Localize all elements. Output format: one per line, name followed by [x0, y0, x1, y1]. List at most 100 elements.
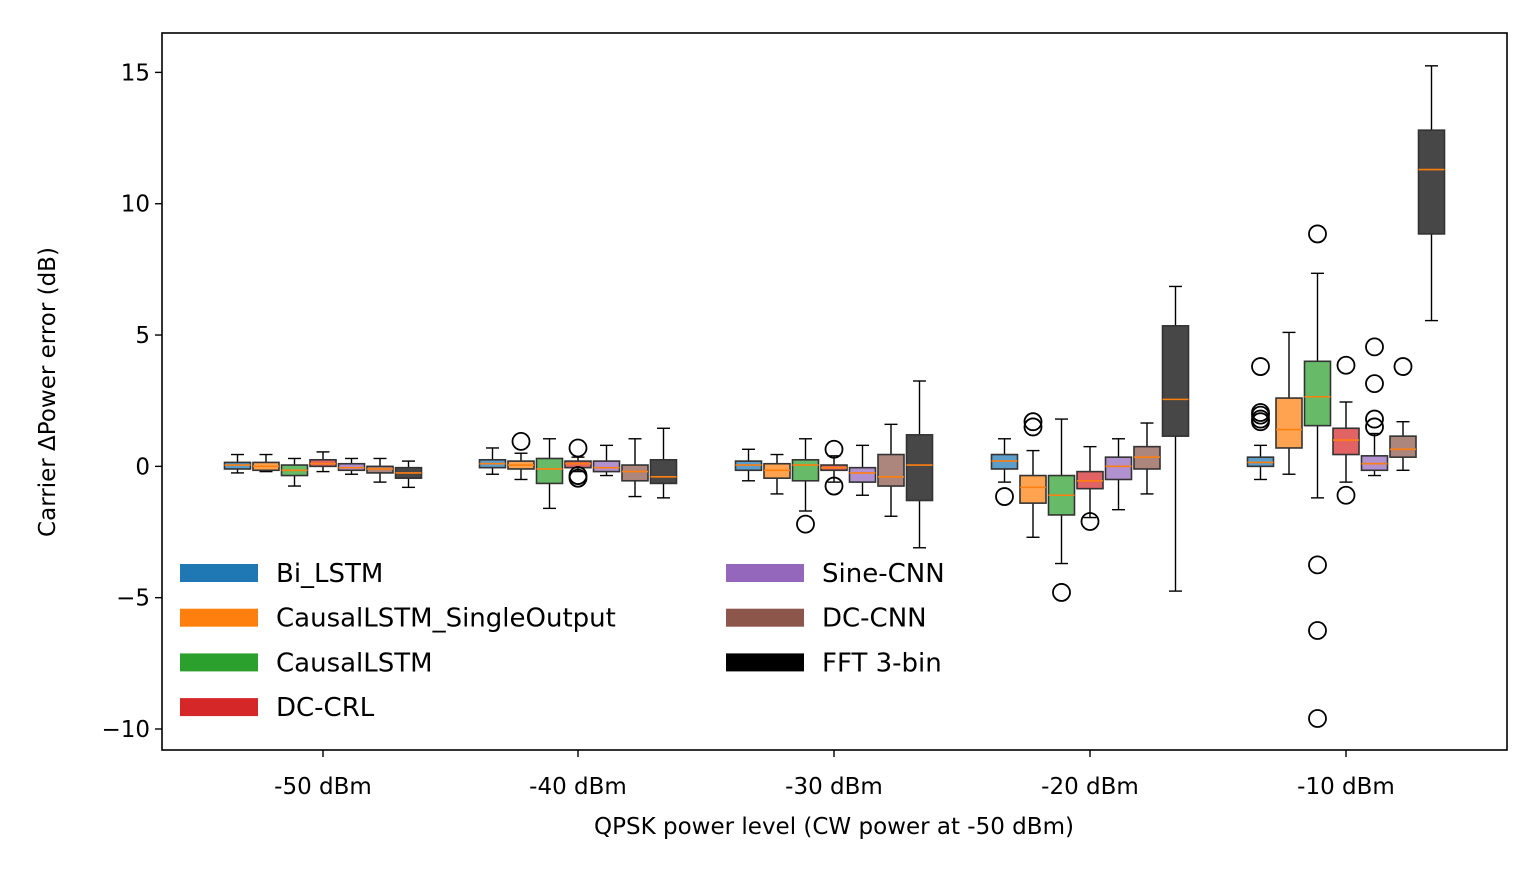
- box-dc-cnn-4: [1389, 357, 1417, 471]
- box-iqr: [535, 457, 564, 485]
- legend-item: Bi_LSTM: [180, 559, 383, 589]
- y-tick-label: 5: [135, 323, 150, 349]
- box-sine-cnn-0: [337, 457, 366, 475]
- box-fft-3-bin-2: [905, 380, 934, 549]
- outlier-point: [824, 476, 844, 496]
- box-iqr: [1275, 397, 1303, 449]
- box-bi-lstm-2: [734, 448, 763, 482]
- box-bi-lstm-1: [478, 447, 507, 475]
- box-dc-crl-2: [820, 439, 848, 496]
- box-causallstm-singleoutput-1: [507, 432, 535, 481]
- legend: Bi_LSTM CausalLSTM_SingleOutput CausalLSTM…: [180, 559, 945, 723]
- outlier-point: [1365, 337, 1384, 357]
- box-dc-crl-1: [564, 438, 592, 488]
- box-fft-3-bin-1: [649, 427, 678, 499]
- box-dc-crl-3: [1076, 445, 1104, 531]
- box-iqr: [621, 464, 649, 482]
- box-iqr: [1161, 325, 1190, 437]
- box-bi-lstm-3: [990, 438, 1019, 506]
- box-iqr: [848, 466, 877, 483]
- legend-label: Sine-CNN: [822, 559, 945, 589]
- outlier-point: [1308, 555, 1327, 575]
- box-causallstm-1: [535, 438, 564, 510]
- outlier-point: [568, 438, 588, 458]
- outlier-point: [1251, 412, 1270, 432]
- y-tick-label: −10: [101, 717, 150, 743]
- box-causallstm-singleoutput-3: [1019, 412, 1047, 538]
- series-causallstm-singleoutput: [252, 331, 1303, 538]
- box-causallstm-singleoutput-2: [763, 453, 791, 495]
- plot-area: [223, 65, 1446, 728]
- box-causallstm-2: [791, 438, 820, 534]
- box-dc-cnn-2: [877, 423, 905, 517]
- box-fft-3-bin-3: [1161, 285, 1190, 592]
- series-dc-crl: [309, 355, 1360, 531]
- y-tick-label: −5: [116, 586, 150, 612]
- outlier-point: [796, 514, 815, 534]
- series-sine-cnn: [337, 337, 1389, 511]
- y-tick-label: 0: [135, 454, 150, 480]
- legend-swatch: [180, 608, 258, 627]
- x-tick-label: -50 dBm: [274, 774, 372, 800]
- box-sine-cnn-4: [1360, 337, 1389, 477]
- box-iqr: [649, 458, 678, 485]
- outlier-point: [1336, 485, 1356, 505]
- legend-item: Sine-CNN: [726, 559, 945, 589]
- box-causallstm-singleoutput-4: [1275, 331, 1303, 475]
- outlier-point: [995, 487, 1014, 506]
- box-iqr: [1019, 474, 1047, 504]
- box-iqr: [592, 460, 621, 473]
- outlier-point: [1308, 709, 1327, 728]
- outlier-point: [1365, 374, 1384, 394]
- legend-label: DC-CRL: [276, 693, 375, 723]
- x-axis-title: QPSK power level (CW power at -50 dBm): [594, 814, 1074, 840]
- box-causallstm-singleoutput-0: [252, 453, 280, 473]
- box-dc-crl-0: [309, 451, 337, 473]
- outlier-point: [1251, 357, 1270, 376]
- box-fft-3-bin-0: [394, 460, 423, 489]
- outlier-point: [1365, 417, 1384, 437]
- legend-item: CausalLSTM: [180, 648, 433, 678]
- series-fft-3-bin: [394, 65, 1446, 592]
- outlier-point: [1023, 417, 1043, 437]
- legend-item: CausalLSTM_SingleOutput: [180, 604, 616, 634]
- box-iqr: [1417, 129, 1446, 235]
- legend-swatch: [726, 653, 804, 672]
- box-sine-cnn-2: [848, 444, 877, 496]
- x-tick-label: -40 dBm: [529, 774, 627, 800]
- outlier-point: [1308, 621, 1327, 640]
- box-iqr: [1104, 456, 1133, 481]
- box-iqr: [1332, 427, 1360, 456]
- box-sine-cnn-1: [592, 444, 621, 477]
- series-causallstm: [280, 224, 1332, 728]
- outlier-point: [824, 439, 844, 459]
- outlier-point: [511, 432, 531, 451]
- box-bi-lstm-0: [223, 453, 252, 474]
- legend-item: DC-CRL: [180, 693, 375, 723]
- outlier-point: [1365, 409, 1384, 429]
- x-tick-label: -30 dBm: [785, 774, 883, 800]
- legend-label: DC-CNN: [822, 604, 927, 634]
- box-sine-cnn-3: [1104, 438, 1133, 511]
- box-causallstm-3: [1047, 418, 1076, 602]
- legend-swatch: [726, 608, 804, 627]
- legend-swatch: [180, 653, 258, 672]
- box-dc-cnn-3: [1133, 422, 1161, 495]
- box-causallstm-4: [1303, 224, 1332, 728]
- box-dc-crl-4: [1332, 355, 1360, 505]
- legend-label: CausalLSTM: [276, 648, 433, 678]
- outlier-point: [1308, 224, 1327, 244]
- box-fft-3-bin-4: [1417, 65, 1446, 322]
- legend-label: FFT 3-bin: [822, 648, 942, 678]
- series-dc-cnn: [366, 357, 1417, 517]
- box-iqr: [1389, 435, 1417, 458]
- outlier-point: [1052, 583, 1071, 602]
- x-tick-label: -10 dBm: [1297, 774, 1395, 800]
- axes: −10 −5 0 5 10 15 -50 dBm -40 dBm -30 dBm -20 dBm -…: [101, 60, 1394, 800]
- legend-swatch: [726, 564, 804, 582]
- box-dc-cnn-1: [621, 438, 649, 498]
- outlier-point: [1080, 512, 1100, 531]
- legend-item: FFT 3-bin: [726, 648, 942, 678]
